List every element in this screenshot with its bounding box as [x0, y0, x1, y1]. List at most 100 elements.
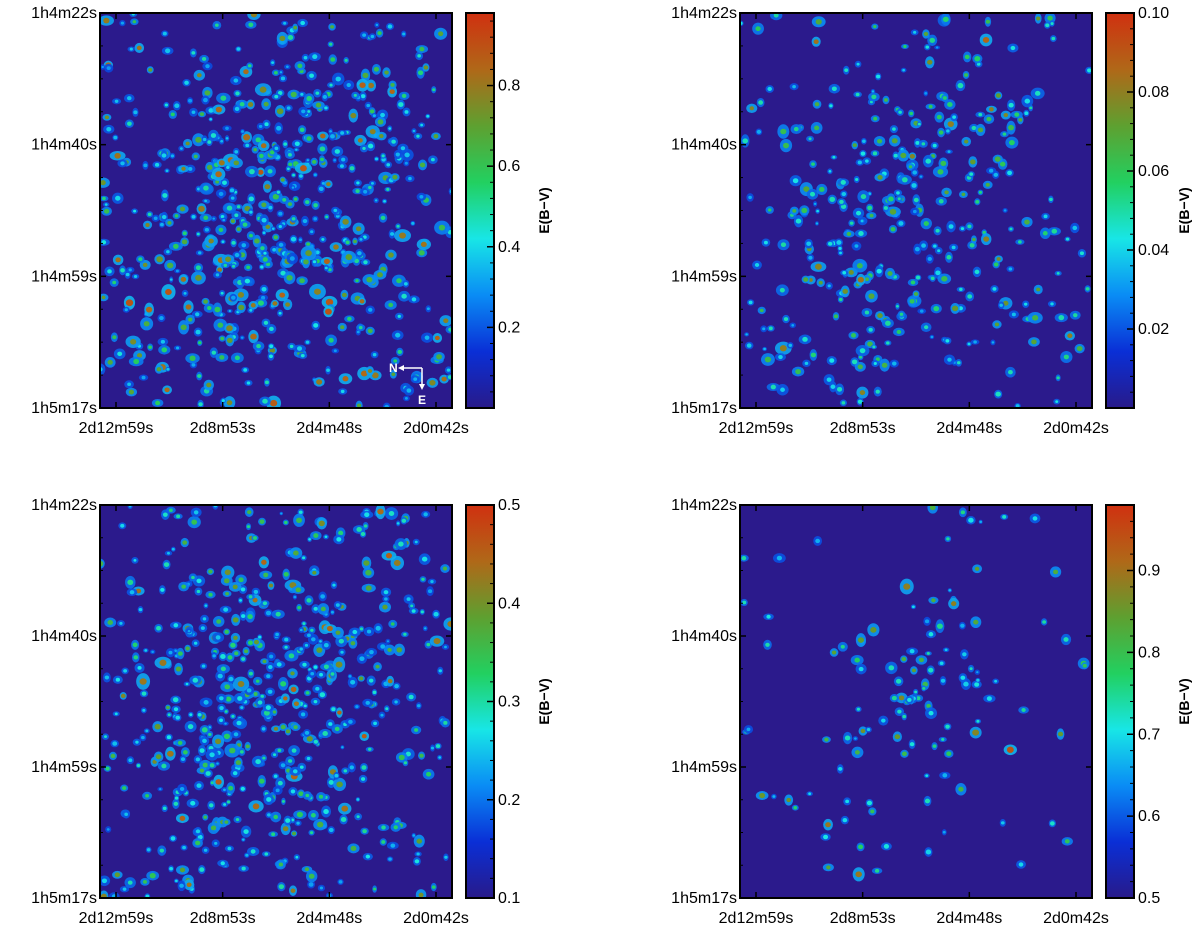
source-core	[273, 774, 278, 778]
source-core	[303, 56, 308, 60]
source-core	[815, 222, 819, 225]
source-core	[324, 535, 328, 539]
source-core	[986, 116, 992, 122]
source-core	[870, 627, 877, 633]
source-core	[923, 221, 929, 226]
source-core	[277, 780, 283, 786]
source-core	[883, 206, 888, 210]
source-core	[388, 252, 394, 258]
source-core	[202, 738, 207, 744]
source-core	[359, 676, 364, 681]
source-core	[218, 160, 225, 166]
source-core	[975, 200, 980, 204]
source-core	[759, 308, 764, 313]
source-core	[112, 280, 117, 285]
source-core	[1018, 240, 1022, 244]
source-core	[1008, 267, 1013, 271]
source-core	[745, 333, 748, 336]
source-core	[164, 103, 169, 107]
source-core	[1045, 23, 1050, 28]
source-core	[185, 304, 192, 310]
colorbar-tick-label: 0.1	[498, 890, 520, 907]
source-core	[348, 719, 353, 724]
source-core	[925, 774, 929, 777]
source-core	[231, 264, 236, 268]
x-tick-label: 2d8m53s	[830, 420, 896, 437]
source-core	[431, 885, 436, 889]
source-core	[203, 700, 209, 705]
source-core	[252, 597, 258, 603]
source-core	[323, 258, 330, 265]
source-core	[280, 178, 285, 182]
source-core	[239, 750, 244, 754]
source-core	[979, 520, 982, 524]
source-core	[1057, 731, 1064, 737]
source-core	[308, 873, 315, 879]
source-core	[442, 566, 448, 571]
source-core	[1082, 663, 1087, 668]
source-core	[1056, 376, 1060, 380]
source-core	[773, 13, 779, 18]
source-core	[881, 362, 888, 368]
source-core	[964, 54, 970, 60]
source-core	[326, 625, 333, 632]
source-core	[295, 855, 299, 859]
source-core	[208, 732, 212, 737]
source-core	[364, 512, 370, 518]
source-core	[406, 597, 411, 601]
source-core	[146, 848, 151, 852]
source-core	[395, 152, 400, 157]
source-core	[770, 384, 776, 390]
source-core	[373, 66, 380, 72]
source-core	[279, 71, 283, 74]
source-core	[186, 882, 192, 888]
source-core	[914, 246, 920, 252]
source-core	[280, 512, 283, 515]
source-core	[412, 834, 416, 837]
source-core	[272, 193, 279, 200]
source-core	[262, 756, 266, 760]
source-core	[1087, 68, 1092, 73]
source-core	[446, 368, 451, 372]
source-core	[864, 277, 869, 282]
source-core	[877, 313, 883, 319]
source-core	[928, 710, 934, 716]
source-core	[417, 70, 424, 76]
source-core	[901, 177, 908, 183]
source-core	[159, 222, 164, 227]
source-core	[419, 194, 424, 199]
source-core	[218, 191, 224, 197]
source-core	[228, 785, 234, 791]
source-core	[245, 143, 250, 148]
source-core	[875, 389, 880, 394]
source-core	[334, 726, 340, 732]
source-core	[1050, 302, 1054, 306]
source-core	[325, 215, 329, 219]
source-core	[314, 288, 321, 295]
source-core	[185, 141, 190, 146]
source-core	[864, 310, 870, 315]
source-core	[333, 159, 337, 162]
source-core	[969, 172, 974, 176]
source-core	[341, 157, 346, 162]
source-core	[808, 137, 812, 141]
source-core	[127, 579, 134, 586]
source-core	[857, 276, 864, 283]
source-core	[235, 760, 242, 766]
source-core	[895, 678, 902, 684]
source-core	[1018, 862, 1024, 867]
source-core	[177, 740, 183, 745]
source-core	[205, 64, 210, 69]
source-core	[858, 355, 863, 359]
source-core	[340, 325, 345, 330]
source-core	[361, 733, 367, 739]
source-core	[312, 54, 318, 60]
source-core	[386, 187, 390, 191]
source-core	[304, 730, 310, 735]
source-core	[283, 21, 287, 25]
source-core	[303, 704, 307, 708]
source-core	[288, 759, 293, 763]
source-core	[375, 664, 380, 669]
source-core	[162, 193, 168, 198]
source-core	[947, 150, 951, 154]
